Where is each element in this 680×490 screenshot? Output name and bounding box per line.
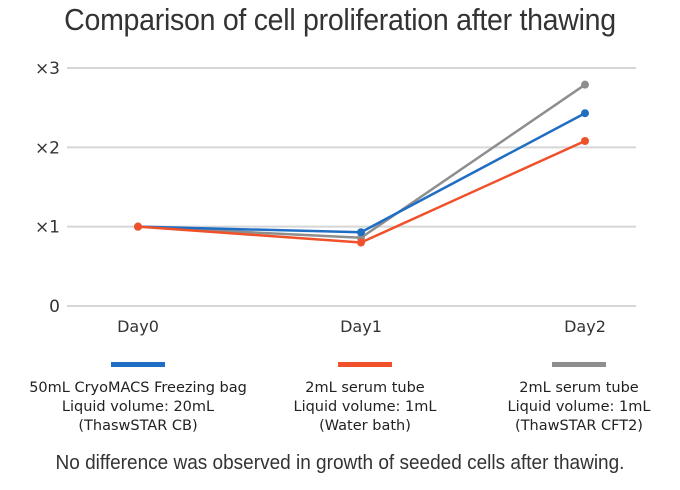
legend-label-line: (ThaswSTAR CB) bbox=[78, 418, 198, 434]
legend-swatch-orange bbox=[338, 362, 392, 367]
legend-label-line: Liquid volume: 1mL bbox=[507, 399, 651, 415]
legend-label-line: (ThawSTAR CFT2) bbox=[515, 418, 643, 434]
x-tick-label: Day2 bbox=[564, 317, 606, 336]
legend-label-line: 2mL serum tube bbox=[519, 380, 639, 396]
y-tick-label: 0 bbox=[49, 297, 60, 317]
series-line bbox=[137, 83, 586, 240]
x-tick-labels: Day0 Day1 Day2 bbox=[117, 317, 606, 336]
y-tick-labels: 0 ×1 ×2 ×3 bbox=[35, 59, 60, 317]
series-lines bbox=[134, 80, 589, 247]
legend-swatch-gray bbox=[552, 362, 606, 367]
data-point bbox=[581, 136, 589, 145]
data-point bbox=[134, 222, 142, 231]
legend-label-line: Liquid volume: 1mL bbox=[293, 399, 437, 415]
data-point bbox=[581, 109, 589, 118]
plot-area: 0 ×1 ×2 ×3 Day0 Day1 Day2 bbox=[35, 59, 636, 336]
data-point bbox=[357, 238, 365, 247]
footnote: No difference was observed in growth of … bbox=[55, 452, 625, 474]
legend-label-line: 50mL CryoMACS Freezing bag bbox=[29, 380, 247, 396]
legend-label-line: Liquid volume: 20mL bbox=[61, 399, 215, 415]
legend-swatch-blue bbox=[111, 362, 165, 367]
series-water-bath bbox=[134, 136, 589, 247]
y-tick-label: ×1 bbox=[35, 218, 60, 238]
gridlines bbox=[67, 67, 636, 307]
legend-item-thawstar-cft2: 2mL serum tube Liquid volume: 1mL (ThawS… bbox=[486, 362, 672, 436]
data-point bbox=[357, 228, 365, 237]
legend-label-line: (Water bath) bbox=[319, 418, 411, 434]
legend-label-line: 2mL serum tube bbox=[305, 380, 425, 396]
x-tick-label: Day0 bbox=[117, 317, 159, 336]
y-tick-label: ×3 bbox=[35, 59, 60, 79]
data-point bbox=[581, 80, 589, 89]
chart-title: Comparison of cell proliferation after t… bbox=[64, 2, 616, 37]
legend-item-cryomacs-bag: 50mL CryoMACS Freezing bag Liquid volume… bbox=[2, 362, 274, 436]
x-tick-label: Day1 bbox=[340, 317, 382, 336]
y-tick-label: ×2 bbox=[35, 138, 60, 158]
legend-item-water-bath: 2mL serum tube Liquid volume: 1mL (Water… bbox=[272, 362, 458, 436]
series-thawstar-cft2 bbox=[134, 80, 589, 242]
